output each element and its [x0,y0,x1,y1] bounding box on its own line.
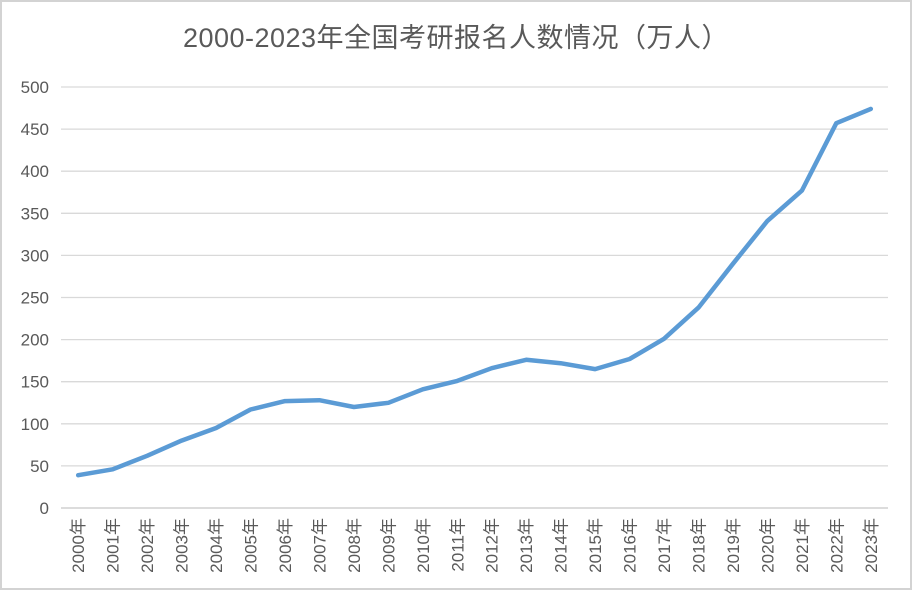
x-axis-tick-label: 2014年 [552,518,571,573]
x-axis-tick-label: 2020年 [758,518,777,573]
y-axis-tick-label: 50 [30,457,49,476]
chart-title: 2000-2023年全国考研报名人数情况（万人） [182,23,730,53]
y-axis-tick-label: 300 [21,246,49,265]
x-axis-tick-label: 2019年 [724,518,743,573]
x-axis-tick-label: 2023年 [862,518,881,573]
x-axis-tick-label: 2010年 [414,518,433,573]
y-axis-tick-label: 250 [21,289,49,308]
y-axis-tick-label: 200 [21,331,49,350]
x-axis-tick-label: 2009年 [379,518,398,573]
x-axis-tick-label: 2011年 [448,518,467,572]
x-axis-tick-label: 2022年 [827,518,846,573]
x-axis-tick-label: 2017年 [655,518,674,573]
x-axis-tick-label: 2002年 [138,518,157,573]
y-axis-tick-label: 150 [21,373,49,392]
x-axis-tick-label: 2015年 [586,518,605,573]
x-axis-tick-label: 2001年 [104,518,123,573]
data-line-series [75,106,874,478]
x-axis-tick-label: 2004年 [207,518,226,573]
x-axis-tick-label: 2000年 [69,518,88,573]
y-axis-tick-label: 350 [21,204,49,223]
y-axis-tick-label: 500 [21,78,49,97]
y-axis-tick-label: 400 [21,162,49,181]
x-axis-tick-label: 2003年 [173,518,192,573]
x-axis-tick-label: 2013年 [517,518,536,573]
x-axis-tick-label: 2005年 [242,518,261,573]
x-axis-tick-label: 2007年 [310,518,329,573]
x-axis-tick-label: 2012年 [483,518,502,573]
x-axis-tick-label: 2008年 [345,518,364,573]
x-axis-tick-label: 2006年 [276,518,295,573]
x-axis-tick-label: 2018年 [689,518,708,573]
x-axis-tick-label: 2021年 [793,518,812,573]
y-axis-tick-label: 100 [21,415,49,434]
y-axis-tick-label: 450 [21,120,49,139]
y-axis-tick-label: 0 [40,499,49,518]
x-axis-tick-label: 2016年 [621,518,640,573]
